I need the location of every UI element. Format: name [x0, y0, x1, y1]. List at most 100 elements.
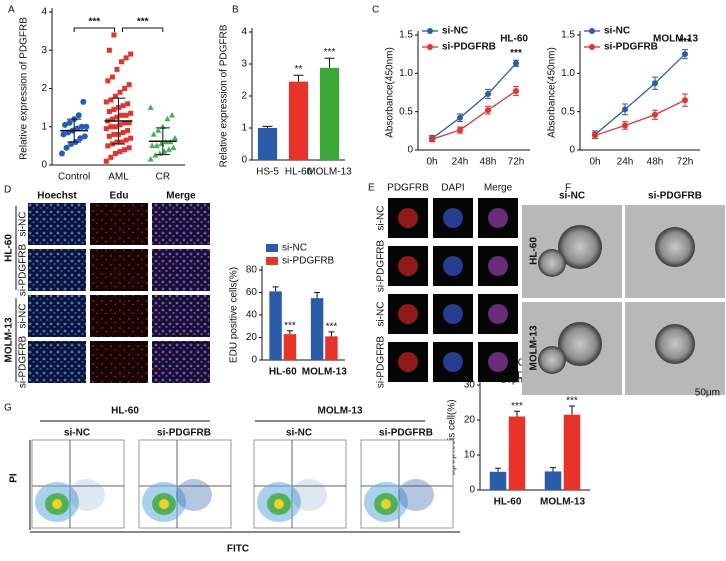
y-tick-label: 20 — [464, 415, 476, 426]
cell — [398, 352, 418, 372]
legend-marker — [589, 44, 595, 50]
scale-bar-label: 20μm — [501, 375, 526, 386]
cell — [443, 256, 463, 276]
x-tick-label: MOLM-13 — [540, 497, 585, 508]
point — [152, 152, 159, 158]
legend-label: si-PDGFRB — [442, 42, 496, 53]
y-tick-label: 0 — [407, 145, 413, 156]
significance: ** — [295, 64, 303, 75]
point — [123, 112, 129, 118]
x-tick-label: Control — [58, 172, 90, 183]
point — [125, 101, 131, 107]
bar — [257, 128, 278, 160]
point — [682, 51, 688, 58]
y-tick-label: 1.0 — [561, 68, 575, 79]
point — [117, 149, 123, 155]
point — [652, 111, 658, 118]
cell — [398, 256, 418, 276]
density — [69, 479, 105, 511]
point — [172, 135, 179, 141]
point — [120, 103, 126, 109]
point — [60, 131, 67, 138]
cell — [558, 322, 602, 366]
micrograph — [152, 341, 210, 383]
x-tick-label: 72h — [677, 157, 694, 168]
column-header: si-PDGFRB — [648, 191, 702, 202]
sd-bar — [155, 127, 170, 156]
bar — [325, 336, 338, 360]
row-label: si-PDGFRB — [376, 240, 387, 293]
point — [105, 143, 111, 149]
x-tick-label: 48h — [647, 157, 664, 168]
point — [66, 119, 73, 126]
cell — [443, 352, 463, 372]
point — [155, 127, 162, 133]
column-header: Merge — [166, 191, 196, 202]
row-label: si-PDGFRB — [18, 336, 29, 389]
cell — [538, 249, 566, 277]
point — [112, 124, 118, 130]
cell — [558, 225, 602, 269]
point — [170, 144, 177, 150]
y-tick-label: 3 — [241, 59, 247, 70]
bracket — [73, 27, 115, 32]
point — [83, 123, 90, 130]
point — [126, 82, 132, 88]
y-tick-label: 30 — [464, 380, 476, 391]
chart-subtitle: HL-60 — [500, 34, 528, 45]
point — [114, 114, 120, 120]
point — [128, 110, 134, 116]
micrograph — [28, 341, 86, 383]
y-tick-label: 0.5 — [561, 106, 575, 117]
cell — [655, 324, 695, 364]
legend-label: si-PDGFRB — [282, 256, 335, 267]
point — [149, 142, 156, 149]
point — [652, 80, 658, 87]
micrograph — [90, 295, 148, 337]
point — [80, 98, 87, 105]
cell — [443, 304, 463, 324]
y-axis-label: Relative expression of PDGFRB — [219, 24, 230, 167]
y-tick-label: 4 — [41, 7, 47, 18]
x-tick-label: HL-60 — [269, 367, 297, 378]
series-line — [431, 90, 517, 140]
density — [274, 499, 284, 509]
point — [128, 51, 134, 57]
group-label: HL-60 — [111, 406, 139, 417]
row-label: si-NC — [376, 206, 387, 231]
x-tick-label: 24h — [452, 157, 469, 168]
column-header: si-NC — [559, 191, 585, 202]
point — [108, 124, 114, 130]
y-axis-label: Absorbance(450nm) — [547, 47, 558, 138]
point — [112, 151, 118, 157]
significance: *** — [679, 37, 691, 48]
legend-label: si-PDGFRB — [604, 42, 658, 53]
point — [103, 126, 109, 132]
panel-label: B — [232, 5, 239, 16]
panel-label: D — [4, 185, 11, 196]
point — [58, 150, 65, 157]
point — [112, 93, 118, 99]
row-label: si-PDGFRB — [376, 336, 387, 389]
density — [381, 499, 391, 509]
point — [123, 137, 129, 143]
point — [128, 135, 134, 141]
panel-label: G — [4, 403, 12, 414]
point — [622, 106, 628, 113]
point — [106, 108, 112, 114]
y-tick-label: 10 — [464, 450, 476, 461]
bar — [489, 471, 507, 490]
y-axis-label: Absorbance(450nm) — [385, 47, 396, 138]
x-tick-label: 72h — [508, 157, 525, 168]
chart-subtitle: MOLM-13 — [653, 34, 698, 45]
legend-label: si-NC — [282, 243, 307, 254]
significance: *** — [284, 320, 296, 331]
series-line — [431, 62, 517, 140]
point — [126, 145, 132, 151]
point — [147, 104, 154, 110]
y-axis-label: apoptosis cell(%) — [447, 399, 458, 475]
point — [77, 135, 84, 142]
y-tick-label: 0 — [41, 160, 47, 171]
error-bar — [513, 410, 520, 417]
point — [111, 32, 117, 38]
